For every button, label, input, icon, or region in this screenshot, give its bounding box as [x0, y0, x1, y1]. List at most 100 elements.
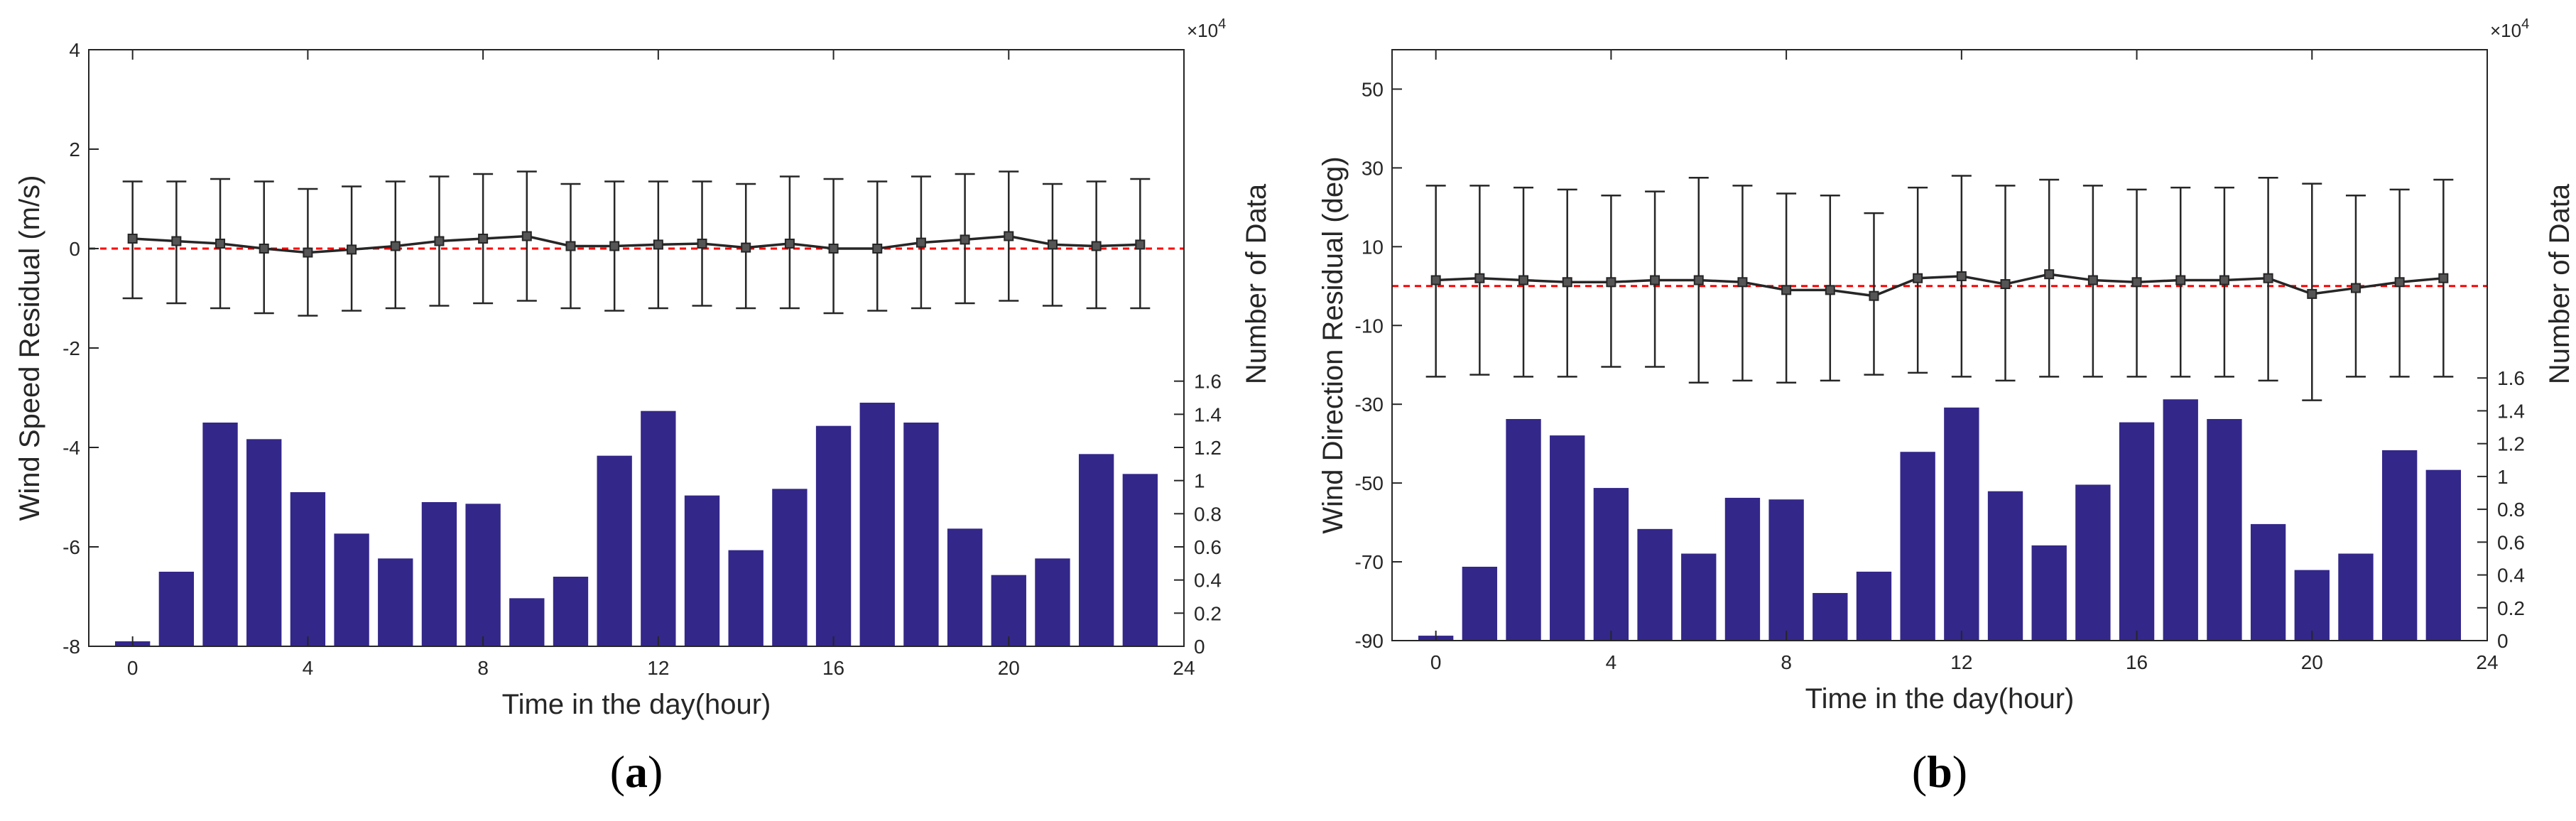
- count-bar: [1681, 553, 1717, 641]
- panel-label-letter: b: [1927, 746, 1952, 797]
- count-bar: [2031, 545, 2067, 641]
- mean-marker: [2263, 273, 2273, 283]
- x-tick-label: 20: [2301, 651, 2323, 673]
- mean-marker: [741, 242, 751, 253]
- count-bar: [465, 504, 501, 646]
- y-right-tick-label: 1: [1194, 470, 1205, 492]
- y-tick-label: -10: [1355, 315, 1384, 337]
- x-axis-title: Time in the day(hour): [1805, 683, 2075, 714]
- x-tick-label: 12: [1950, 651, 1972, 673]
- count-bar: [903, 423, 939, 646]
- count-bar: [2381, 450, 2418, 641]
- mean-marker: [1913, 273, 1923, 283]
- y-right-tick-label: 0: [2497, 630, 2509, 652]
- mean-marker: [390, 241, 401, 251]
- y-right-tick-label: 0.4: [1194, 570, 1222, 592]
- count-bar: [1078, 454, 1114, 646]
- mean-marker: [2044, 269, 2055, 280]
- mean-marker: [653, 239, 663, 250]
- mean-marker: [347, 244, 357, 255]
- mean-marker: [960, 234, 970, 245]
- count-bar: [1462, 567, 1498, 641]
- mean-marker: [2438, 273, 2449, 283]
- mean-marker: [434, 236, 445, 246]
- mean-line: [1435, 273, 2444, 298]
- right-axis-multiplier: ×104: [1187, 16, 1226, 41]
- y-axis-title: Wind Speed Residual (m/s): [14, 175, 45, 521]
- count-bar: [2075, 484, 2111, 641]
- count-bar: [1637, 528, 1673, 641]
- count-bar: [1987, 491, 2023, 641]
- mean-marker: [2131, 277, 2142, 288]
- y-right-tick-label: 0.6: [2497, 531, 2525, 553]
- mean-marker: [171, 236, 182, 246]
- count-bar: [2294, 570, 2330, 641]
- x-tick-label: 0: [1430, 651, 1442, 673]
- mean-marker: [828, 244, 839, 254]
- mean-marker: [697, 239, 707, 249]
- mean-marker: [565, 241, 576, 251]
- y-tick-label: 4: [69, 39, 80, 61]
- mean-marker: [127, 234, 138, 244]
- mean-marker: [1004, 231, 1014, 241]
- panel-label-open: (: [1912, 746, 1927, 797]
- panel-a: 0 4 8 12 16 20 24-8-6-4-202400.20.40.60.811.21…: [14, 16, 1272, 797]
- count-bar: [947, 528, 983, 646]
- count-bar: [1593, 488, 1629, 641]
- mean-marker: [872, 244, 883, 254]
- y-axis-title: Wind Direction Residual (deg): [1317, 156, 1349, 533]
- count-bar: [1550, 435, 1585, 641]
- mean-marker: [784, 239, 795, 249]
- count-bar: [1900, 452, 1935, 641]
- count-bar: [553, 577, 589, 646]
- mean-marker: [2087, 275, 2098, 286]
- count-bar: [509, 598, 545, 646]
- mean-marker: [1693, 275, 1704, 286]
- count-bar: [158, 572, 195, 646]
- panel-label-close: ): [1952, 746, 1967, 797]
- count-bar: [2207, 419, 2242, 641]
- mean-marker: [1474, 273, 1485, 283]
- count-bar: [378, 558, 413, 646]
- count-bar: [2119, 422, 2155, 641]
- y-right-tick-label: 0.8: [2497, 499, 2525, 521]
- x-axis-title: Time in the day(hour): [502, 689, 771, 720]
- y-right-tick-label: 0.2: [2497, 597, 2525, 619]
- count-bar: [1724, 497, 1761, 641]
- x-tick-label: 16: [2126, 651, 2148, 673]
- count-bar: [2338, 553, 2374, 641]
- y-tick-label: 0: [69, 238, 80, 260]
- count-bar: [641, 410, 676, 646]
- x-tick-label: 24: [2476, 651, 2498, 673]
- count-bar: [859, 403, 895, 646]
- panel-label-close: ): [648, 746, 663, 797]
- mean-marker: [1737, 277, 1748, 288]
- y-right-axis-title: Number of Data: [2544, 183, 2575, 384]
- y-tick-label: -70: [1355, 551, 1384, 573]
- mean-marker: [1956, 271, 1967, 281]
- mean-marker: [2394, 277, 2405, 288]
- mean-marker: [1562, 277, 1572, 288]
- x-tick-label: 8: [477, 657, 489, 679]
- mean-marker: [1606, 277, 1616, 288]
- mean-marker: [478, 234, 489, 244]
- mean-marker: [2219, 275, 2229, 286]
- panel-label: (b): [1912, 746, 1967, 797]
- y-tick-label: 50: [1362, 78, 1384, 100]
- mean-marker: [259, 244, 269, 254]
- mean-marker: [303, 247, 313, 258]
- count-bar: [421, 502, 457, 646]
- y-right-tick-label: 0.6: [1194, 536, 1222, 558]
- mean-marker: [1518, 275, 1529, 286]
- mean-marker: [1091, 241, 1102, 251]
- x-tick-label: 4: [1606, 651, 1617, 673]
- mean-marker: [1869, 290, 1879, 301]
- mean-marker: [2000, 279, 2011, 290]
- y-right-tick-label: 0.4: [2497, 565, 2525, 587]
- x-tick-label: 8: [1781, 651, 1792, 673]
- y-tick-label: -6: [63, 536, 80, 558]
- y-right-tick-label: 1.6: [2497, 367, 2525, 389]
- mean-marker: [1430, 275, 1441, 286]
- count-bar: [597, 455, 632, 646]
- mean-marker: [521, 231, 532, 241]
